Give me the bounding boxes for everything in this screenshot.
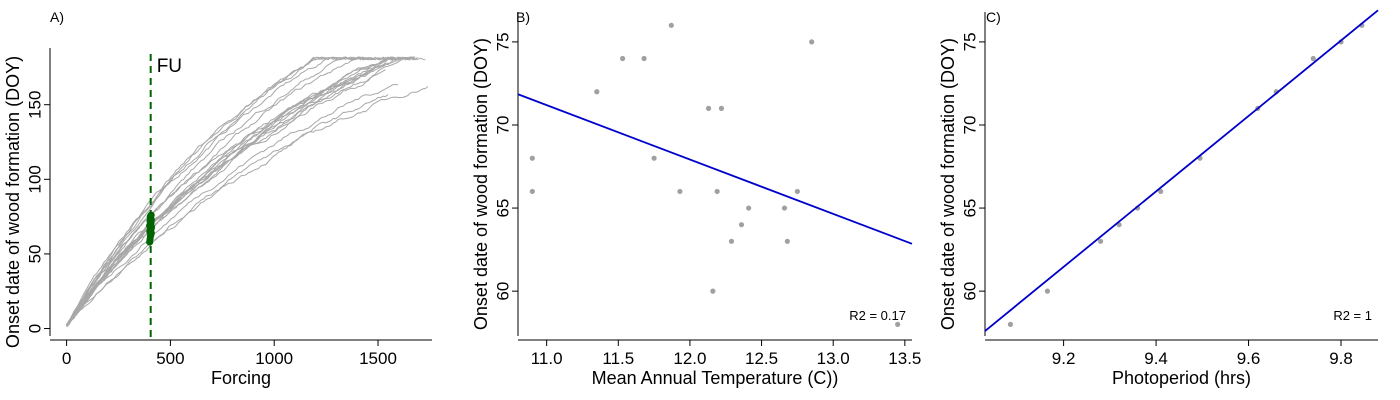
forcing-curve bbox=[66, 84, 399, 326]
forcing-curve bbox=[66, 60, 394, 328]
x-tick-label: 13.5 bbox=[888, 349, 921, 368]
r2-annotation: R2 = 0.17 bbox=[849, 308, 906, 323]
forcing-curve bbox=[66, 56, 411, 326]
data-point bbox=[529, 188, 535, 195]
data-point bbox=[668, 22, 674, 28]
forcing-curve bbox=[66, 56, 399, 326]
data-point bbox=[895, 321, 901, 327]
regression-line bbox=[517, 93, 913, 245]
x-tick-label: 1000 bbox=[255, 349, 293, 368]
data-point bbox=[728, 238, 735, 244]
forcing-curve bbox=[66, 94, 389, 327]
data-point bbox=[809, 39, 815, 45]
y-axis-title: Onset date of wood formation (DOY) bbox=[471, 38, 491, 330]
data-point bbox=[705, 105, 712, 111]
data-point bbox=[641, 55, 647, 62]
data-point bbox=[794, 188, 800, 195]
forcing-curve bbox=[66, 72, 369, 325]
forcing-curve bbox=[66, 64, 386, 327]
fu-label: FU bbox=[157, 56, 182, 77]
y-tick-label: 60 bbox=[493, 282, 512, 301]
data-point bbox=[738, 222, 745, 228]
y-axis-title: Onset date of wood formation (DOY) bbox=[938, 38, 958, 330]
x-tick-label: 9.8 bbox=[1329, 349, 1353, 368]
data-point bbox=[746, 205, 752, 211]
y-tick-label: 65 bbox=[493, 199, 512, 218]
forcing-curve bbox=[66, 57, 394, 325]
data-point bbox=[594, 89, 600, 95]
y-tick-label: 100 bbox=[25, 165, 44, 193]
y-tick-label: 70 bbox=[960, 116, 979, 135]
regression-line bbox=[984, 9, 1379, 332]
data-point bbox=[710, 288, 716, 294]
forcing-curve bbox=[66, 56, 426, 325]
y-tick-label: 0 bbox=[25, 324, 44, 333]
x-axis-title: Forcing bbox=[211, 368, 271, 388]
forcing-curve bbox=[66, 56, 376, 326]
y-tick-label: 65 bbox=[960, 199, 979, 218]
data-point bbox=[781, 205, 788, 211]
data-point bbox=[1310, 55, 1316, 62]
forcing-curves bbox=[66, 56, 429, 328]
x-tick-label: 12.5 bbox=[745, 349, 778, 368]
x-tick-label: 0 bbox=[62, 349, 71, 368]
forcing-curve bbox=[66, 86, 429, 327]
panel-label: C) bbox=[986, 9, 1001, 25]
fu-point bbox=[147, 211, 155, 219]
r2-annotation: R2 = 1 bbox=[1333, 308, 1372, 323]
y-tick-label: 75 bbox=[960, 32, 979, 51]
x-tick-label: 11.5 bbox=[602, 349, 634, 368]
data-point bbox=[651, 155, 657, 161]
y-tick-label: 150 bbox=[25, 91, 44, 119]
forcing-curve bbox=[66, 56, 404, 327]
x-tick-label: 500 bbox=[156, 349, 184, 368]
y-tick-label: 50 bbox=[25, 244, 44, 263]
x-axis-title: Photoperiod (hrs) bbox=[1112, 368, 1251, 388]
x-tick-label: 1500 bbox=[359, 349, 397, 368]
y-tick-label: 60 bbox=[960, 282, 979, 301]
data-point bbox=[1007, 321, 1014, 327]
data-point bbox=[714, 188, 720, 195]
data-point bbox=[1158, 188, 1164, 195]
data-point bbox=[718, 105, 725, 111]
forcing-curve bbox=[66, 56, 416, 327]
x-tick-label: 9.4 bbox=[1144, 349, 1168, 368]
data-point bbox=[619, 55, 626, 62]
data-point bbox=[1044, 288, 1051, 294]
y-tick-label: 70 bbox=[493, 116, 512, 135]
forcing-curve bbox=[66, 56, 419, 326]
forcing-curve bbox=[66, 56, 401, 326]
x-tick-label: 13.0 bbox=[817, 349, 850, 368]
x-tick-label: 12.0 bbox=[673, 349, 706, 368]
x-axis-title: Mean Annual Temperature (C)) bbox=[592, 368, 839, 388]
data-point bbox=[677, 188, 683, 195]
data-point bbox=[784, 238, 790, 244]
forcing-curve bbox=[66, 65, 376, 326]
panel-label: B) bbox=[516, 9, 530, 25]
panel-b: 60 65 70 75 11.0 11.5 12.0 12.5 13.0 13.5 Mean Ann… bbox=[471, 9, 922, 388]
forcing-curve bbox=[66, 56, 411, 326]
forcing-curve bbox=[66, 56, 409, 327]
x-tick-label: 11.0 bbox=[531, 349, 563, 368]
forcing-curve bbox=[66, 56, 416, 326]
data-point bbox=[1097, 238, 1104, 244]
y-axis-title: Onset date of wood formation (DOY) bbox=[3, 56, 23, 348]
data-point bbox=[529, 155, 535, 161]
panel-label: A) bbox=[50, 9, 64, 25]
x-tick-label: 9.2 bbox=[1052, 349, 1076, 368]
x-tick-label: 9.6 bbox=[1237, 349, 1261, 368]
panel-c: 60 65 70 75 9.2 9.4 9.6 9.8 Photoperiod (hrs) Ons… bbox=[938, 9, 1379, 388]
y-tick-label: 75 bbox=[493, 32, 512, 51]
